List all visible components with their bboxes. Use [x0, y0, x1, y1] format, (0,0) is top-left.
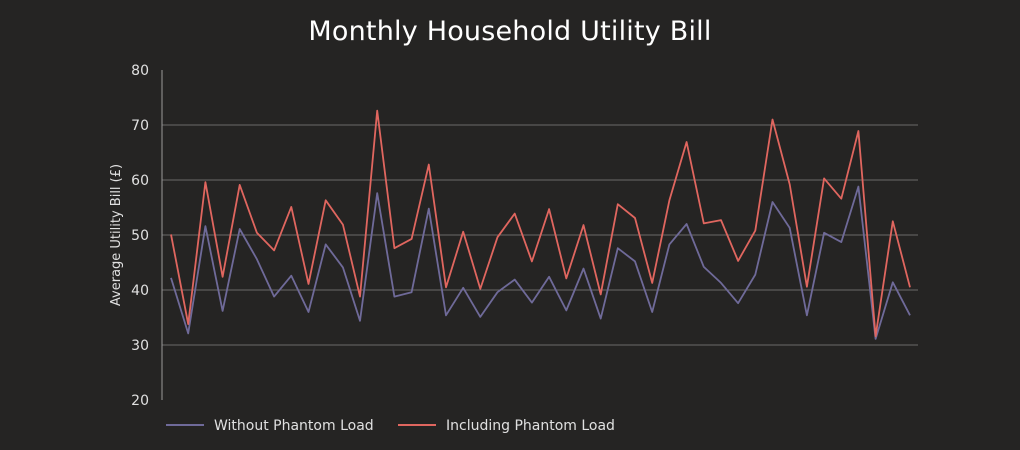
series-line-without-phantom-load	[170, 185, 911, 340]
legend-label: Without Phantom Load	[214, 418, 374, 434]
y-axis: 20 30 40 50 60 70 80	[131, 63, 163, 409]
chart-title: Monthly Household Utility Bill	[308, 16, 712, 47]
y-tick-label: 80	[131, 63, 149, 79]
y-tick-label: 20	[131, 393, 149, 409]
y-tick-label: 70	[131, 118, 149, 134]
y-tick-label: 40	[131, 283, 149, 299]
series-line-including-phantom-load	[170, 109, 911, 338]
y-tick-label: 30	[131, 338, 149, 354]
series-lines	[170, 109, 911, 340]
legend-label: Including Phantom Load	[446, 418, 615, 434]
y-axis-title: Average Utility Bill (£)	[109, 164, 124, 306]
y-tick-label: 50	[131, 228, 149, 244]
y-tick-label: 60	[131, 173, 149, 189]
legend: Without Phantom Load Including Phantom Lo…	[166, 418, 615, 434]
